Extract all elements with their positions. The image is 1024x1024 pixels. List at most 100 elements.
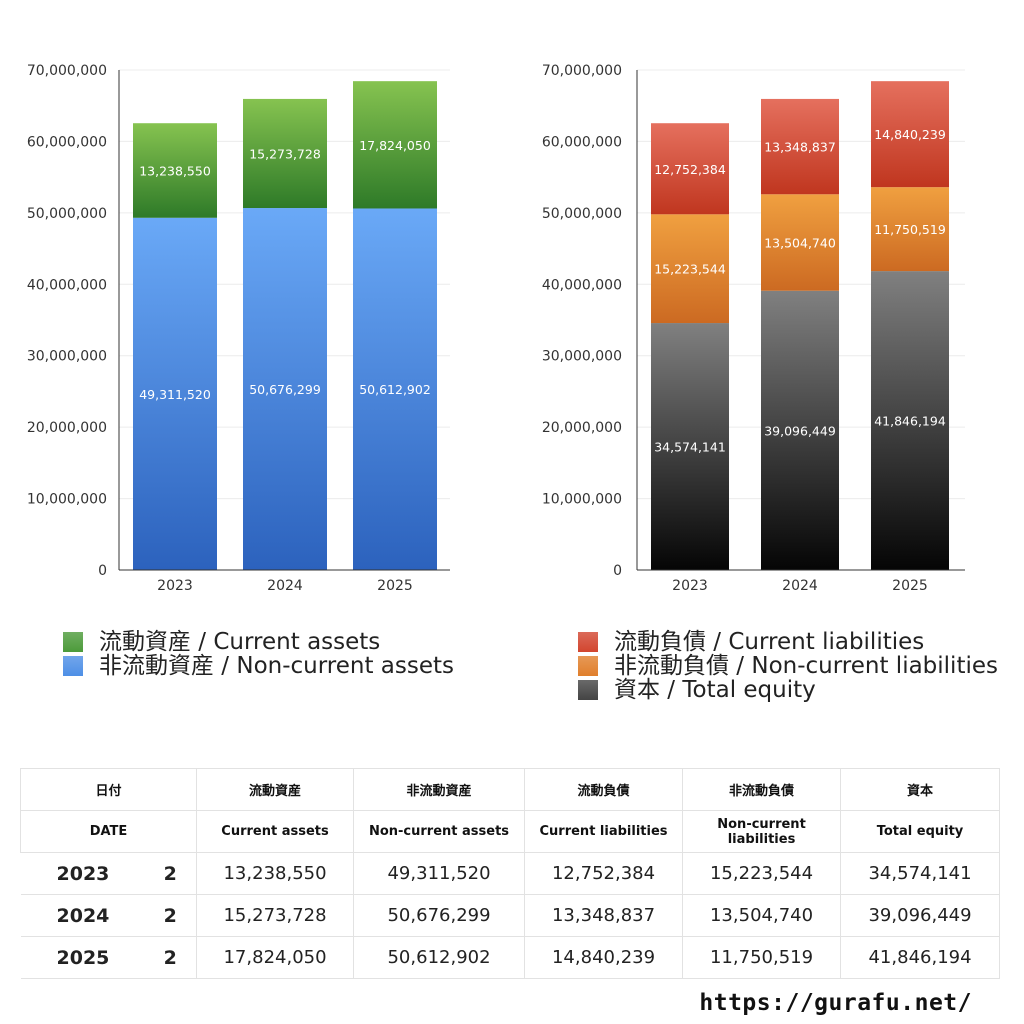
- cell-current-liabilities: 13,348,837: [524, 894, 684, 937]
- cell-noncurrent-assets: 50,676,299: [353, 894, 526, 937]
- y-tick-label: 40,000,000: [542, 277, 622, 293]
- header-equity-en: Total equity: [840, 810, 1001, 853]
- table-row: 2025 2 17,824,050 50,612,902 14,840,239 …: [20, 936, 1001, 979]
- bar-segment: [243, 208, 327, 570]
- header-noncurrent-liabilities-jp: 非流動負債: [682, 768, 842, 811]
- bar-data-label: 49,311,520: [139, 387, 211, 402]
- table-row: 2024 2 15,273,728 50,676,299 13,348,837 …: [20, 894, 1001, 937]
- y-tick-label: 60,000,000: [27, 134, 107, 150]
- bar-data-label: 12,752,384: [654, 162, 726, 177]
- y-tick-label: 40,000,000: [27, 277, 107, 293]
- liabilities-legend: 流動負債 / Current liabilities 非流動負債 / Non-cu…: [578, 630, 998, 702]
- y-tick-label: 0: [98, 563, 107, 579]
- header-noncurrent-assets-en: Non-current assets: [353, 810, 526, 853]
- y-tick-label: 10,000,000: [27, 492, 107, 508]
- table-header-jp: 日付 流動資産 非流動資産 流動負債 非流動負債 資本: [19, 768, 1001, 811]
- bar-segment: [353, 81, 437, 209]
- data-table: 日付 流動資産 非流動資産 流動負債 非流動負債 資本 DATE Current…: [19, 768, 1001, 979]
- y-tick-label: 70,000,000: [542, 63, 622, 79]
- row-year: 2025: [20, 936, 145, 979]
- header-noncurrent-assets-jp: 非流動資産: [353, 768, 526, 811]
- legend-label: 非流動資産 / Non-current assets: [99, 653, 455, 679]
- bar-segment: [761, 290, 839, 570]
- bar-data-label: 14,840,239: [874, 127, 946, 142]
- x-tick-label: 2025: [377, 578, 413, 594]
- row-count: 2: [144, 852, 197, 895]
- cell-current-liabilities: 12,752,384: [524, 852, 684, 895]
- bar-segment: [871, 187, 949, 272]
- cell-noncurrent-assets: 50,612,902: [353, 936, 526, 979]
- header-equity-jp: 資本: [840, 768, 1001, 811]
- bar-segment: [133, 217, 217, 571]
- y-tick-label: 30,000,000: [27, 349, 107, 365]
- cell-current-assets: 15,273,728: [196, 894, 355, 937]
- header-date-jp: 日付: [19, 768, 198, 811]
- y-tick-label: 0: [613, 563, 622, 579]
- legend-label: 資本 / Total equity: [614, 677, 816, 703]
- cell-current-liabilities: 14,840,239: [524, 936, 684, 979]
- legend-label: 非流動負債 / Non-current liabilities: [614, 653, 998, 679]
- row-count: 2: [144, 936, 197, 979]
- legend-item: 非流動負債 / Non-current liabilities: [578, 654, 998, 678]
- charts-area: 0 10,000,000 20,000,000 30,000,000 40,000,00…: [27, 63, 965, 594]
- bar-data-label: 15,223,544: [654, 262, 726, 277]
- y-tick-label: 50,000,000: [542, 206, 622, 222]
- legend-item: 流動資産 / Current assets: [63, 630, 454, 654]
- cell-equity: 34,574,141: [840, 852, 1001, 895]
- header-current-liabilities-jp: 流動負債: [524, 768, 684, 811]
- bar-data-label: 39,096,449: [764, 423, 836, 438]
- bar-data-label: 34,574,141: [654, 440, 726, 455]
- table-header-en: DATE Current assets Non-current assets C…: [19, 810, 1001, 853]
- cell-equity: 41,846,194: [840, 936, 1001, 979]
- legend-label: 流動負債 / Current liabilities: [614, 629, 925, 655]
- bar-data-label: 15,273,728: [249, 146, 321, 161]
- header-noncurrent-liabilities-en: Non-current liabilities: [682, 810, 842, 853]
- bar-data-label: 50,676,299: [249, 382, 321, 397]
- liabilities-equity-chart: 0 10,000,000 20,000,000 30,000,000 40,000,00…: [542, 63, 965, 594]
- bar-data-label: 13,348,837: [764, 140, 836, 155]
- x-tick-label: 2025: [892, 578, 928, 594]
- legend-swatch: [578, 632, 598, 652]
- assets-chart: 0 10,000,000 20,000,000 30,000,000 40,000,00…: [27, 63, 450, 594]
- table-row: 2023 2 13,238,550 49,311,520 12,752,384 …: [20, 852, 1001, 895]
- y-tick-label: 30,000,000: [542, 349, 622, 365]
- header-current-liabilities-en: Current liabilities: [524, 810, 684, 853]
- bar-segment: [651, 123, 729, 215]
- legend-item: 資本 / Total equity: [578, 678, 998, 702]
- legend-item: 流動負債 / Current liabilities: [578, 630, 998, 654]
- cell-equity: 39,096,449: [840, 894, 1001, 937]
- bar-segment: [761, 98, 839, 195]
- row-year: 2024: [20, 894, 145, 937]
- bar-segment: [871, 81, 949, 188]
- bar-data-label: 13,238,550: [139, 163, 211, 178]
- legend-item: 非流動資産 / Non-current assets: [63, 654, 454, 678]
- y-tick-label: 10,000,000: [542, 492, 622, 508]
- x-tick-label: 2023: [157, 578, 193, 594]
- assets-legend: 流動資産 / Current assets 非流動資産 / Non-current…: [63, 630, 454, 678]
- cell-noncurrent-liabilities: 15,223,544: [682, 852, 842, 895]
- row-year: 2023: [20, 852, 145, 895]
- bar-segment: [651, 323, 729, 570]
- cell-current-assets: 17,824,050: [196, 936, 355, 979]
- cell-noncurrent-assets: 49,311,520: [353, 852, 526, 895]
- cell-noncurrent-liabilities: 13,504,740: [682, 894, 842, 937]
- legend-swatch: [63, 632, 83, 652]
- bar-segment: [133, 123, 217, 218]
- bar-data-label: 50,612,902: [359, 382, 431, 397]
- source-url[interactable]: https://gurafu.net/: [699, 990, 972, 1016]
- legend-swatch: [578, 680, 598, 700]
- header-current-assets-en: Current assets: [196, 810, 355, 853]
- bar-segment: [353, 208, 437, 570]
- bar-segment: [243, 98, 327, 209]
- row-count: 2: [144, 894, 197, 937]
- x-tick-label: 2024: [267, 578, 303, 594]
- y-tick-label: 50,000,000: [27, 206, 107, 222]
- legend-swatch: [63, 656, 83, 676]
- header-current-assets-jp: 流動資産: [196, 768, 355, 811]
- bar-data-label: 41,846,194: [874, 414, 946, 429]
- bar-data-label: 17,824,050: [359, 138, 431, 153]
- header-date-en: DATE: [19, 810, 198, 853]
- x-tick-label: 2023: [672, 578, 708, 594]
- legend-swatch: [578, 656, 598, 676]
- bar-segment: [761, 194, 839, 291]
